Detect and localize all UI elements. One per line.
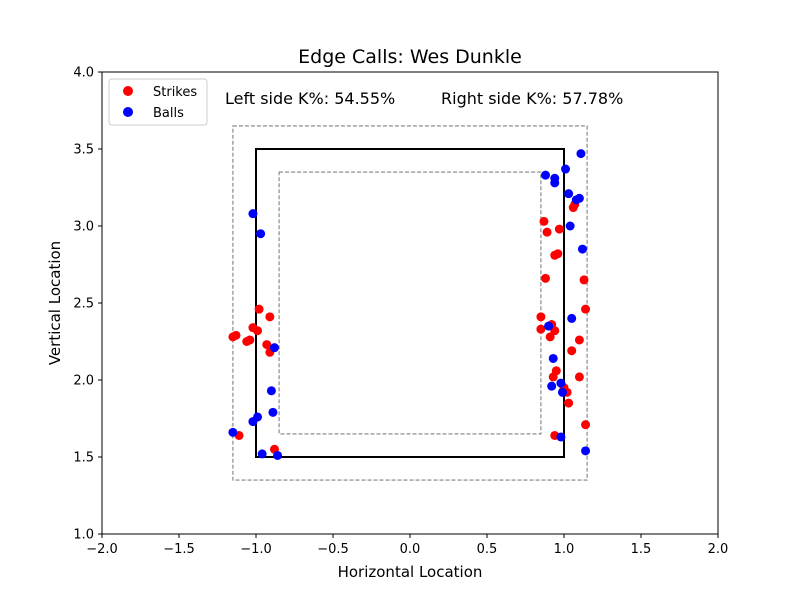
- balls-point-12: [547, 381, 557, 391]
- y-tick-label-2: 2.0: [73, 374, 94, 389]
- strikes-point-8: [262, 340, 272, 350]
- x-tick-label-3: −0.5: [317, 542, 349, 557]
- strikes-point-24: [554, 224, 564, 234]
- x-tick-label-7: 1.5: [631, 542, 652, 557]
- balls-point-9: [273, 450, 283, 460]
- zones: [232, 125, 588, 481]
- legend: Strikes Balls: [108, 78, 208, 126]
- x-tick-label-1: −1.5: [163, 542, 195, 557]
- strikes-point-28: [564, 398, 574, 408]
- strikes-point-9: [265, 312, 275, 322]
- strikes-point-22: [551, 366, 561, 376]
- strikes-point-36: [581, 420, 591, 430]
- y-tick-label-4: 3.0: [73, 220, 94, 235]
- balls-point-11: [544, 321, 554, 331]
- x-tick-label-6: 1.0: [554, 542, 575, 557]
- strikes-point-35: [581, 304, 591, 314]
- outer-edge-rect: [232, 125, 588, 481]
- balls-point-21: [565, 221, 575, 231]
- strikes-point-15: [541, 273, 551, 283]
- balls-point-17: [556, 378, 566, 388]
- strikes-point-20: [550, 326, 560, 336]
- x-tick-label-2: −1.0: [240, 542, 272, 557]
- inner-edge-rect: [278, 171, 542, 435]
- legend-label-strikes: Strikes: [153, 85, 197, 100]
- strikes-point-29: [567, 346, 577, 356]
- legend-label-balls: Balls: [153, 106, 184, 121]
- y-tick-label-0: 1.0: [73, 528, 94, 543]
- x-tick-label-0: −2.0: [86, 542, 118, 557]
- x-tick-label-8: 2.0: [708, 542, 729, 557]
- legend-marker-balls: [123, 107, 133, 117]
- balls-point-22: [567, 313, 577, 323]
- balls-point-0: [228, 427, 238, 437]
- balls-point-24: [574, 193, 584, 203]
- balls-point-27: [581, 446, 591, 456]
- strikes-point-7: [254, 304, 264, 314]
- balls-point-26: [577, 244, 587, 254]
- strikes-point-12: [536, 312, 546, 322]
- strikes-point-14: [539, 216, 549, 226]
- balls-point-16: [556, 432, 566, 442]
- x-tick-label-5: 0.5: [477, 542, 498, 557]
- x-axis-ticks: −2.0 −1.5 −1.0 −0.5 0.0 0.5 1.0 1.5 2.0: [86, 534, 728, 557]
- strikes-point-1: [231, 330, 241, 340]
- balls-point-7: [268, 407, 278, 417]
- data-points: [228, 149, 591, 460]
- y-axis-label: Vertical Location: [46, 241, 64, 365]
- y-tick-label-1: 1.5: [73, 451, 94, 466]
- balls-point-4: [256, 229, 266, 239]
- balls-point-25: [576, 149, 586, 159]
- x-tick-label-4: 0.0: [400, 542, 421, 557]
- strikes-point-17: [545, 332, 555, 342]
- strikes-point-23: [553, 249, 563, 259]
- balls-point-19: [561, 164, 571, 174]
- right-side-k-annotation: Right side K%: 57.78%: [441, 89, 623, 108]
- balls-point-15: [550, 178, 560, 188]
- legend-marker-strikes: [123, 86, 133, 96]
- balls-point-5: [257, 449, 267, 459]
- balls-point-13: [548, 353, 558, 363]
- strikes-point-34: [579, 275, 589, 285]
- strikes-point-13: [536, 324, 546, 334]
- legend-box: [108, 78, 208, 126]
- balls-point-6: [266, 386, 276, 396]
- strikes-point-32: [574, 335, 584, 345]
- balls-point-8: [269, 343, 279, 353]
- y-tick-label-6: 4.0: [73, 66, 94, 81]
- y-axis-ticks: 1.0 1.5 2.0 2.5 3.0 3.5 4.0: [73, 66, 102, 543]
- chart-title: Edge Calls: Wes Dunkle: [298, 46, 522, 68]
- strikes-point-16: [542, 227, 552, 237]
- balls-point-20: [564, 189, 574, 199]
- left-side-k-annotation: Left side K%: 54.55%: [225, 89, 395, 108]
- y-tick-label-3: 2.5: [73, 297, 94, 312]
- strikes-point-6: [253, 326, 263, 336]
- strike-zone-rect: [255, 148, 565, 458]
- strikes-point-4: [245, 335, 255, 345]
- balls-point-10: [541, 170, 551, 180]
- balls-point-3: [253, 412, 263, 422]
- balls-point-1: [248, 209, 258, 219]
- balls-point-18: [557, 387, 567, 397]
- x-axis-label: Horizontal Location: [338, 563, 483, 581]
- strikes-point-33: [574, 372, 584, 382]
- y-tick-label-5: 3.5: [73, 143, 94, 158]
